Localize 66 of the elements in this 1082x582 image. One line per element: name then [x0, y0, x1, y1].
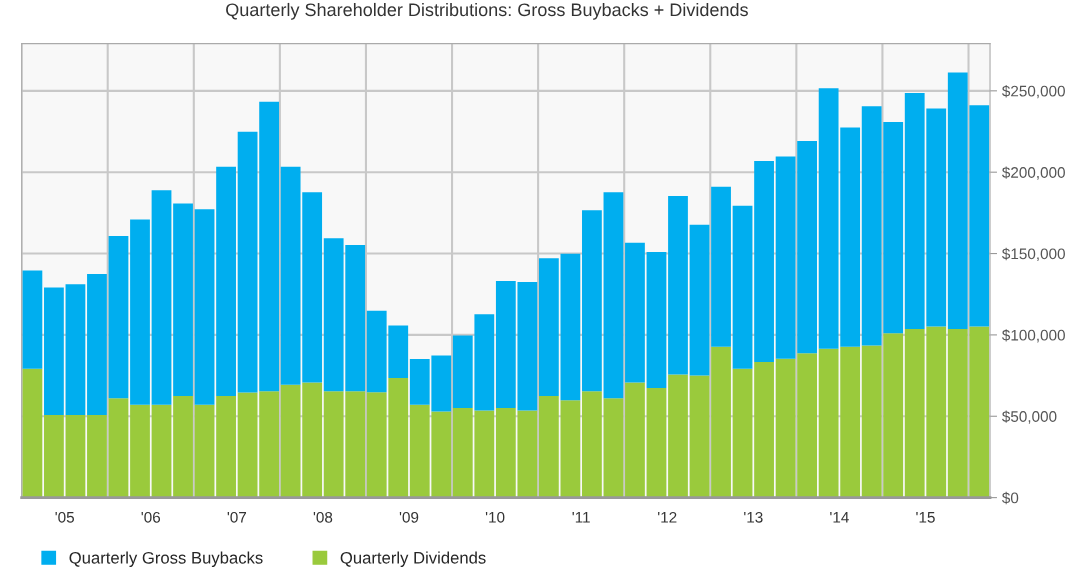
bar	[775, 156, 796, 359]
bar	[173, 203, 193, 396]
x-tick-label: '07	[227, 511, 247, 523]
bar	[754, 160, 774, 363]
bar	[194, 404, 215, 498]
bar	[22, 368, 43, 498]
bar	[108, 398, 129, 498]
bar	[732, 205, 753, 369]
bar	[582, 391, 602, 498]
legend-label: Quarterly Dividends	[340, 551, 486, 567]
bar	[668, 195, 688, 375]
bar	[216, 166, 236, 396]
bar	[668, 374, 688, 498]
bar	[754, 362, 774, 498]
x-tick-label: '13	[744, 511, 763, 523]
y-tick-label: $100,000	[1002, 329, 1065, 343]
y-tick-label: $250,000	[1002, 85, 1065, 99]
bar	[87, 273, 107, 415]
bar	[797, 140, 818, 354]
bar	[151, 190, 172, 405]
bar	[22, 270, 43, 369]
y-tick-label: $50,000	[1002, 410, 1057, 424]
bar	[625, 382, 645, 498]
x-tick-label: '06	[141, 511, 161, 523]
x-tick-label: '15	[916, 512, 935, 523]
bar	[732, 368, 753, 498]
bar	[797, 353, 818, 498]
bar	[65, 284, 86, 415]
x-tick-label: '11	[572, 512, 590, 523]
bar	[108, 235, 129, 399]
x-tick-label: '08	[313, 511, 333, 523]
bar	[689, 224, 710, 376]
bar	[711, 186, 731, 347]
x-tick-label: '05	[55, 511, 74, 523]
bar	[87, 414, 107, 498]
bar	[173, 395, 193, 498]
legend-label: Quarterly Gross Buybacks	[69, 551, 263, 567]
x-tick-label: '14	[830, 512, 849, 523]
bar	[603, 192, 624, 399]
bar	[711, 346, 731, 498]
bar	[65, 414, 86, 498]
bar	[194, 209, 215, 405]
y-tick-label: $150,000	[1002, 247, 1065, 262]
bar	[582, 210, 602, 392]
chart-title: Quarterly Shareholder Distributions: Gross Buybacks + Dividends	[226, 2, 748, 20]
y-tick-label: $0	[1002, 491, 1019, 505]
y-tick-label: $200,000	[1002, 166, 1065, 180]
bar	[44, 414, 64, 498]
bar	[151, 404, 172, 498]
bar	[689, 375, 710, 498]
bar	[603, 398, 624, 498]
bar	[259, 391, 280, 498]
bar	[237, 392, 258, 498]
bar	[775, 358, 796, 498]
x-tick-label: '09	[399, 511, 419, 523]
bar	[646, 251, 667, 389]
x-tick-label: '10	[485, 511, 505, 523]
bar	[237, 131, 258, 393]
bar	[625, 242, 645, 383]
bar	[646, 388, 667, 498]
bar	[130, 404, 150, 498]
x-tick-label: '12	[658, 511, 677, 523]
bar	[130, 219, 150, 405]
bar	[216, 395, 236, 498]
bar	[259, 101, 280, 392]
bar	[44, 287, 64, 415]
